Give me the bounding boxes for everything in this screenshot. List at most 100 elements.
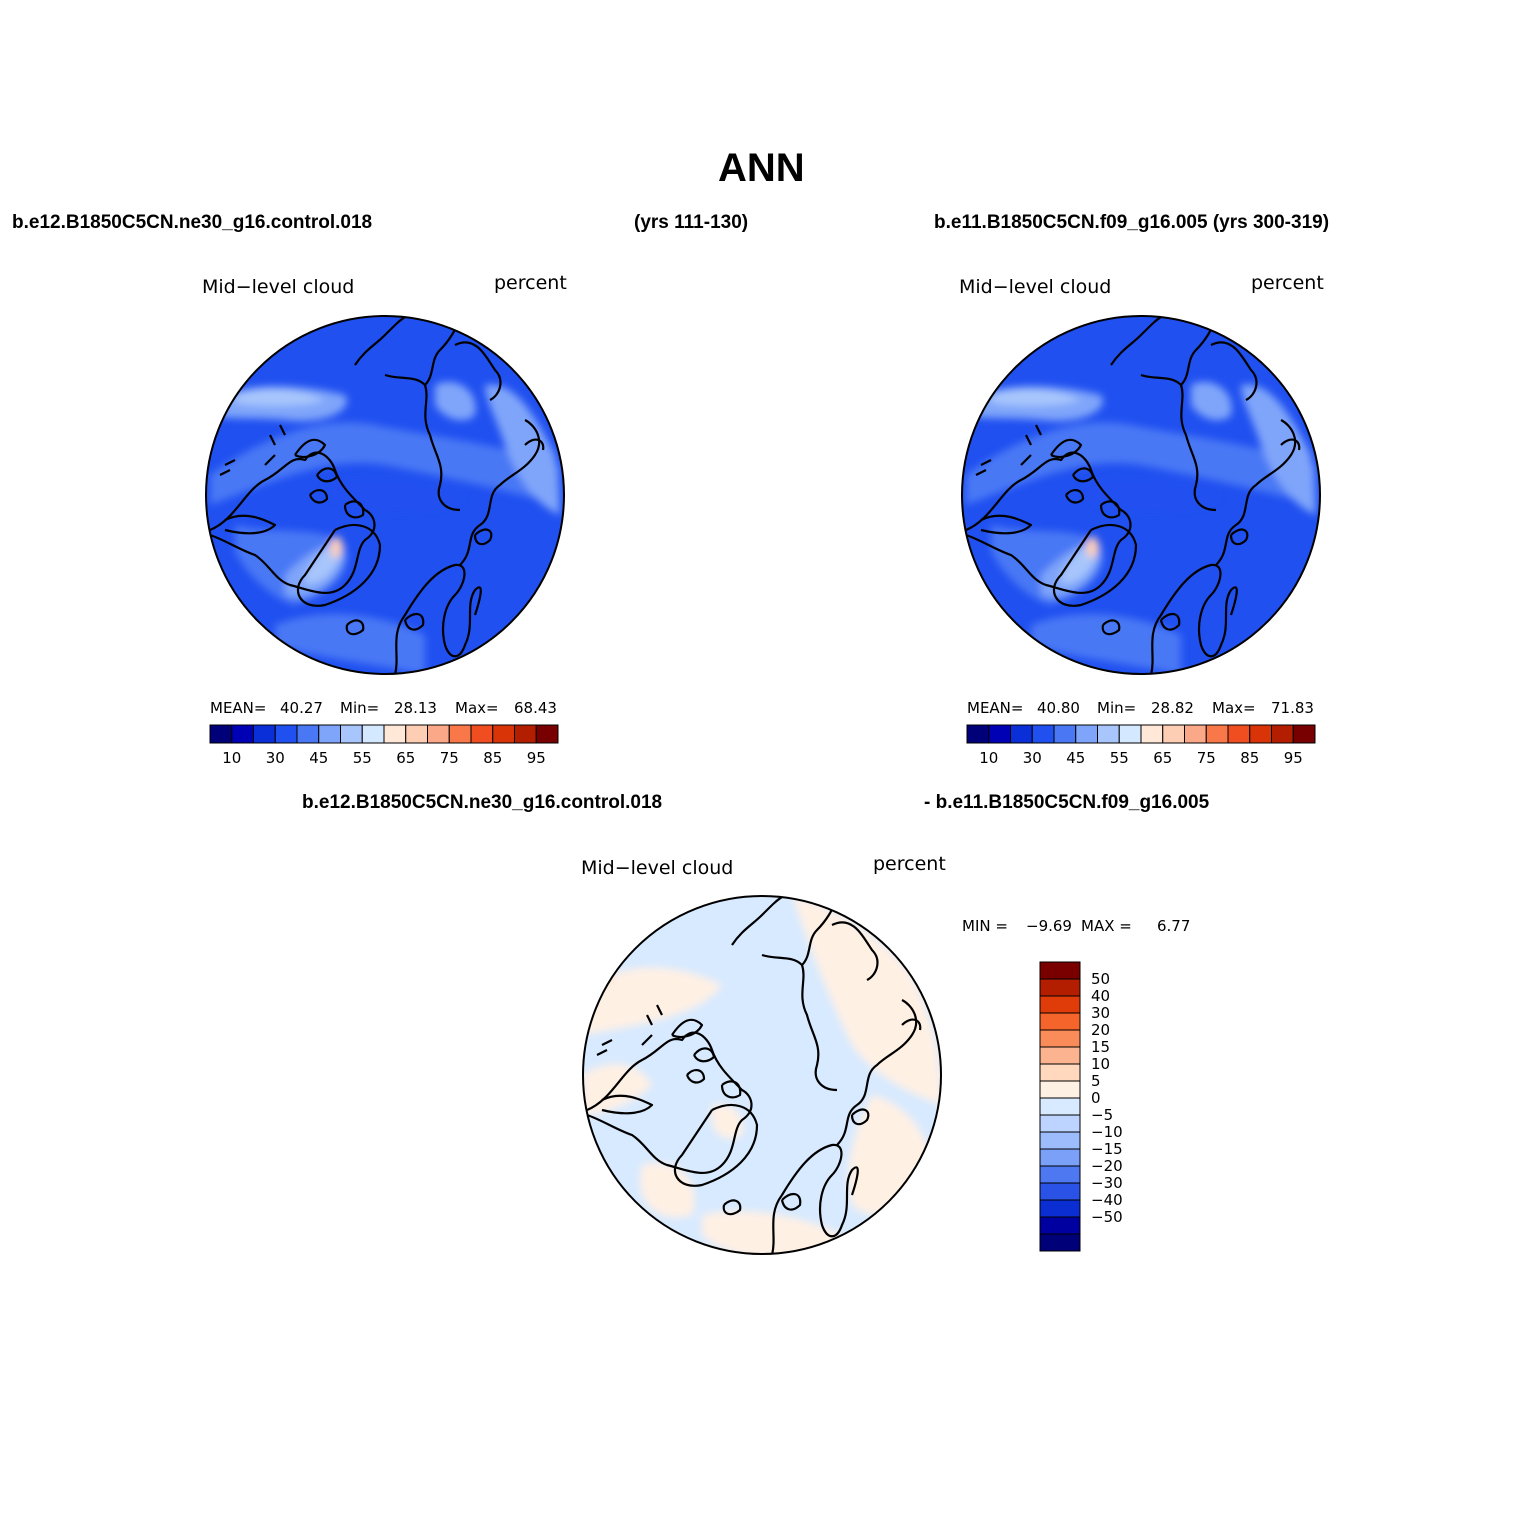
colorbar-swatch [514, 724, 537, 744]
colorbar-swatch [1271, 724, 1294, 744]
colorbar-swatch [1039, 1046, 1081, 1065]
colorbar-swatch [1162, 724, 1185, 744]
panel1-mean: 40.27 [280, 699, 323, 717]
colorbar-tick-label: 85 [1240, 749, 1259, 767]
colorbar-swatch [274, 724, 298, 744]
colorbar-swatch [1039, 1097, 1081, 1116]
panel2-mean-label: MEAN= [967, 699, 1024, 717]
colorbar-tick-label: −5 [1091, 1106, 1113, 1124]
colorbar-tick-label: 95 [527, 749, 546, 767]
panel3-units: percent [873, 853, 946, 875]
colorbar-swatch [1039, 1012, 1081, 1031]
colorbar-swatch [448, 724, 472, 744]
panel2-min: 28.82 [1151, 699, 1194, 717]
colorbar-swatch [361, 724, 385, 744]
colorbar-swatch [1097, 724, 1120, 744]
colorbar-swatch [405, 724, 428, 744]
colorbar-tick-label: 65 [396, 749, 415, 767]
panel2-min-label: Min= [1097, 699, 1137, 717]
colorbar-swatch [1039, 1216, 1081, 1235]
colorbar-swatch [1205, 724, 1229, 744]
colorbar-swatch [318, 724, 341, 744]
colorbar-tick-label: −30 [1091, 1174, 1123, 1192]
colorbar-swatch [1010, 724, 1033, 744]
case2-label: b.e11.B1850C5CN.f09_g16.005 (yrs 300-319… [934, 212, 1330, 233]
colorbar-tick-label: 95 [1284, 749, 1303, 767]
colorbar-swatch [1039, 961, 1081, 980]
colorbar-swatch [296, 724, 320, 744]
colorbar-tick-label: 15 [1091, 1038, 1110, 1056]
colorbar-swatch [1039, 1114, 1081, 1133]
colorbar-tick-label: 55 [1110, 749, 1129, 767]
colorbar-tick-label: 75 [1197, 749, 1216, 767]
colorbar-tick-label: 30 [1023, 749, 1042, 767]
colorbar-tick-label: −15 [1091, 1140, 1123, 1158]
colorbar-tick-label: 10 [222, 749, 241, 767]
colorbar-tick-label: 5 [1091, 1072, 1101, 1090]
colorbar-tick-label: 30 [1091, 1004, 1110, 1022]
colorbar-tick-label: 50 [1091, 970, 1110, 988]
colorbar-swatch [1140, 724, 1164, 744]
colorbar-swatch [1227, 724, 1251, 744]
panel2-mean: 40.80 [1037, 699, 1080, 717]
panel1-min-label: Min= [340, 699, 380, 717]
diff-case1-label: b.e12.B1850C5CN.ne30_g16.control.018 [302, 792, 663, 813]
panel1-max: 68.43 [514, 699, 557, 717]
colorbar-tick-label: 40 [1091, 987, 1110, 1005]
panel1-mean-label: MEAN= [210, 699, 267, 717]
colorbar-tick-label: 75 [440, 749, 459, 767]
colorbar-swatch [492, 724, 515, 744]
colorbar-tick-label: −20 [1091, 1157, 1123, 1175]
panel2-units: percent [1251, 272, 1324, 294]
colorbar-swatch [383, 724, 407, 744]
colorbar-swatch [470, 724, 494, 744]
panel3-min-label: MIN = [962, 917, 1008, 935]
colorbar-swatch [340, 724, 363, 744]
panel2-max-label: Max= [1212, 699, 1256, 717]
colorbar-tick-label: −40 [1091, 1191, 1123, 1209]
panel2-max: 71.83 [1271, 699, 1314, 717]
colorbar-tick-label: 85 [483, 749, 502, 767]
colorbar-swatch [1039, 978, 1081, 997]
colorbar-swatch [988, 724, 1011, 744]
colorbar-tick-label: −50 [1091, 1208, 1123, 1226]
colorbar-panel-2: 10 30 45 55 65 75 85 95 [966, 724, 1316, 767]
colorbar-swatch [1039, 1199, 1081, 1218]
map-panel-1 [205, 315, 565, 675]
colorbar-tick-label: 65 [1153, 749, 1172, 767]
colorbar-swatch [1031, 724, 1055, 744]
colorbar-swatch [1249, 724, 1272, 744]
colorbar-tick-label: 0 [1091, 1089, 1101, 1107]
panel3-variable: Mid−level cloud [581, 857, 734, 879]
colorbar-swatch [1292, 724, 1316, 744]
colorbar-swatch [253, 724, 276, 744]
colorbar-swatch [427, 724, 450, 744]
colorbar-swatch [1039, 1182, 1081, 1201]
colorbar-panel-1: 10 30 45 55 65 75 85 95 [209, 724, 559, 767]
colorbar-tick-label: 45 [1066, 749, 1085, 767]
colorbar-tick-label: −10 [1091, 1123, 1123, 1141]
panel1-units: percent [494, 272, 567, 294]
main-title: ANN [718, 146, 805, 190]
panel1-max-label: Max= [455, 699, 499, 717]
colorbar-tick-label: 10 [979, 749, 998, 767]
colorbar-swatch [1039, 1080, 1081, 1099]
colorbar-swatch [1039, 1165, 1081, 1184]
map-panel-diff [582, 895, 942, 1255]
colorbar-tick-label: 20 [1091, 1021, 1110, 1039]
colorbar-tick-label: 45 [309, 749, 328, 767]
panel1-variable: Mid−level cloud [202, 276, 355, 298]
colorbar-swatch [1075, 724, 1098, 744]
panel3-min: −9.69 [1026, 917, 1072, 935]
colorbar-swatch [1053, 724, 1077, 744]
colorbar-swatch [231, 724, 254, 744]
colorbar-swatch [1039, 995, 1081, 1014]
diff-case2-label: - b.e11.B1850C5CN.f09_g16.005 [924, 792, 1210, 813]
colorbar-tick-label: 10 [1091, 1055, 1110, 1073]
panel3-max-label: MAX = [1081, 917, 1132, 935]
colorbar-swatch [1118, 724, 1142, 744]
colorbar-swatch [966, 724, 990, 744]
colorbar-swatch [1039, 1131, 1081, 1150]
colorbar-swatch [1039, 1029, 1081, 1048]
